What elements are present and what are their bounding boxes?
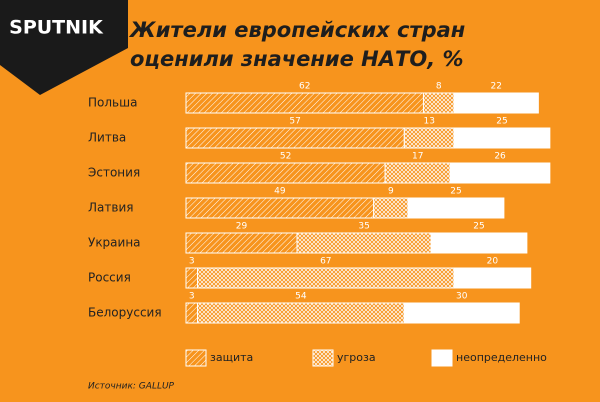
- bar-segment: [403, 127, 455, 149]
- value-label: 67: [320, 257, 331, 267]
- bar-segment: [185, 92, 424, 114]
- logo: SPUTNIK: [9, 17, 104, 39]
- bar-segment: [185, 267, 198, 289]
- category-label: Латвия: [88, 201, 133, 215]
- legend-label: защита: [210, 351, 253, 364]
- value-label: 49: [274, 187, 286, 197]
- legend-swatch: [185, 349, 207, 367]
- bar-segment: [196, 267, 455, 289]
- value-label: 26: [494, 152, 506, 162]
- bar-segment: [449, 162, 551, 184]
- category-label: Польша: [88, 96, 137, 110]
- category-label: Белоруссия: [88, 306, 162, 320]
- bar-segment: [453, 92, 539, 114]
- value-label: 22: [491, 82, 502, 92]
- value-label: 3: [189, 292, 195, 302]
- value-label: 20: [487, 257, 499, 267]
- legend-swatch: [431, 349, 453, 367]
- category-label: Литва: [88, 131, 126, 145]
- value-label: 3: [189, 257, 195, 267]
- bar-segment: [196, 302, 405, 324]
- bar-segment: [185, 197, 375, 219]
- value-label: 9: [388, 187, 394, 197]
- bar-segment: [296, 232, 432, 254]
- bar-segment: [430, 232, 528, 254]
- category-label: Украина: [88, 236, 141, 250]
- value-label: 13: [423, 117, 434, 127]
- bar-segment: [185, 302, 198, 324]
- logo-shape: [0, 0, 128, 95]
- bar-segment: [453, 127, 551, 149]
- bar-segment: [403, 302, 520, 324]
- bar-segment: [384, 162, 451, 184]
- category-label: Россия: [88, 271, 131, 285]
- value-label: 57: [289, 117, 300, 127]
- bar-segment: [407, 197, 505, 219]
- value-label: 25: [496, 117, 507, 127]
- legend-swatch: [312, 349, 334, 367]
- bar-segment: [422, 92, 455, 114]
- bar-segment: [185, 232, 298, 254]
- bar-segment: [185, 127, 405, 149]
- value-label: 25: [473, 222, 484, 232]
- value-label: 29: [236, 222, 248, 232]
- bar-segment: [373, 197, 409, 219]
- legend-label: неопределенно: [456, 351, 547, 364]
- value-label: 8: [436, 82, 442, 92]
- bar-segment: [185, 162, 386, 184]
- category-label: Эстония: [88, 166, 140, 180]
- value-label: 30: [456, 292, 468, 302]
- value-label: 52: [280, 152, 291, 162]
- value-label: 17: [412, 152, 423, 162]
- value-label: 35: [358, 222, 369, 232]
- legend-label: угроза: [337, 351, 376, 364]
- source: Источник: GALLUP: [88, 382, 175, 392]
- value-label: 54: [295, 292, 307, 302]
- bar-segment: [453, 267, 532, 289]
- value-label: 25: [450, 187, 461, 197]
- chart-title: Жители европейских стран оценили значени…: [130, 18, 466, 71]
- value-label: 62: [299, 82, 310, 92]
